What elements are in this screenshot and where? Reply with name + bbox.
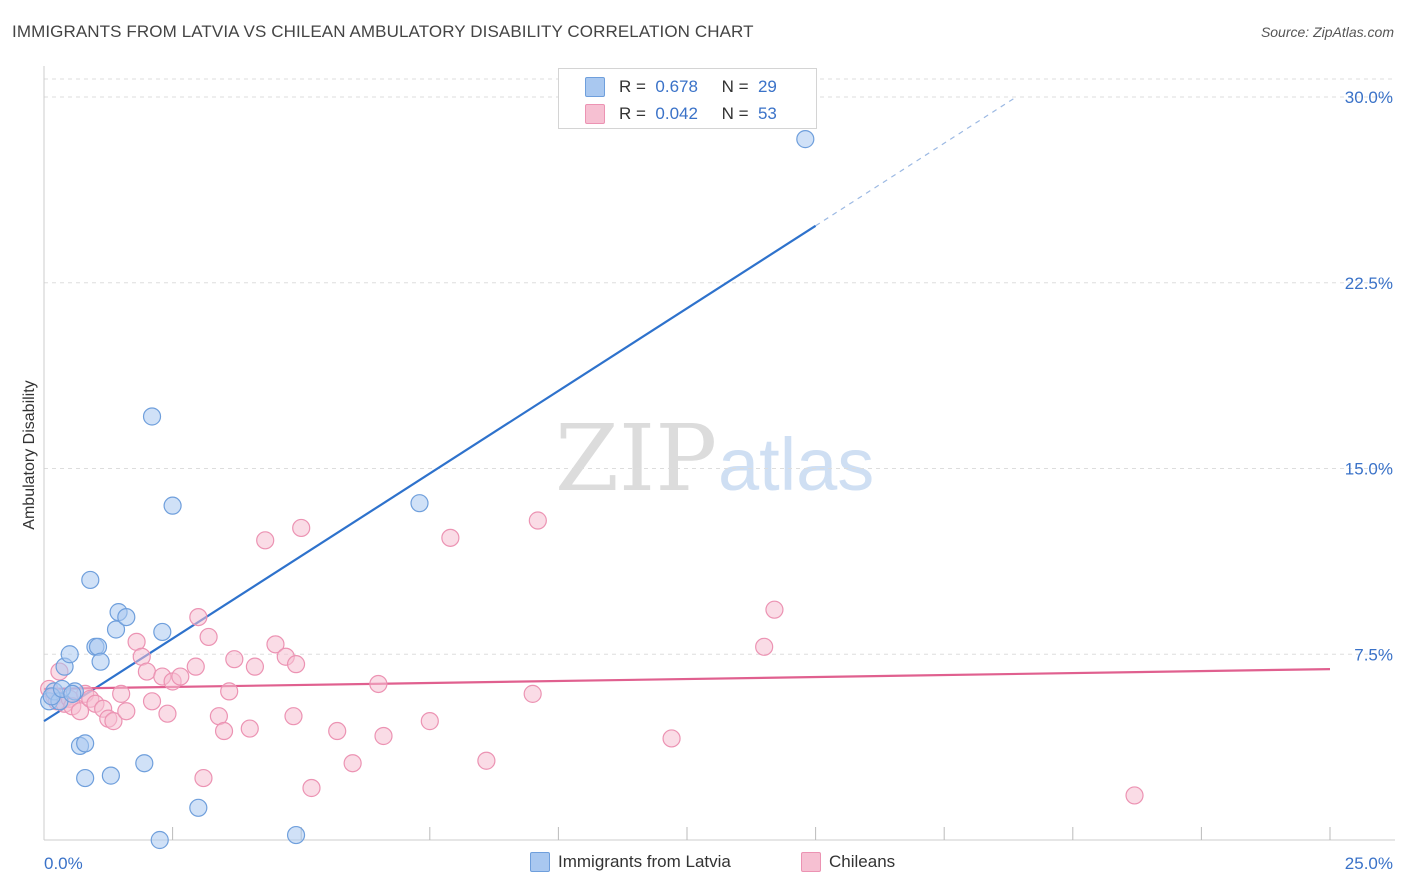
point-chileans: [104, 712, 123, 731]
legend-item-chileans[interactable]: Chileans: [801, 852, 895, 872]
point-chileans: [137, 662, 156, 681]
stats-r-value: 0.042: [655, 104, 698, 123]
point-chileans: [477, 751, 496, 770]
point-latvia: [142, 407, 162, 426]
stats-n-value: 29: [757, 77, 777, 96]
point-latvia: [796, 130, 815, 149]
point-chileans: [214, 721, 234, 741]
point-chileans: [256, 531, 275, 550]
point-chileans: [194, 768, 213, 788]
stats-box: R = 0.678 N = 29 R = 0.042 N = 53: [558, 68, 817, 129]
point-chileans: [292, 518, 311, 538]
point-chileans: [369, 674, 388, 694]
point-latvia: [410, 494, 429, 513]
legend-label-chileans: Chileans: [829, 852, 896, 871]
point-chileans: [142, 692, 162, 711]
point-chileans: [286, 655, 306, 674]
point-latvia: [117, 607, 136, 627]
data-points: [40, 130, 1144, 850]
x-tick-label: 0.0%: [44, 854, 83, 873]
legend-item-latvia[interactable]: Immigrants from Latvia: [530, 852, 731, 872]
point-latvia: [153, 622, 172, 642]
point-latvia: [106, 620, 126, 639]
point-latvia: [76, 734, 95, 753]
point-chileans: [662, 729, 681, 748]
stats-swatch-latvia: [585, 77, 605, 97]
point-chileans: [225, 650, 244, 669]
point-latvia: [135, 754, 154, 773]
point-chileans: [755, 637, 774, 656]
point-chileans: [284, 707, 303, 726]
point-chileans: [523, 684, 542, 703]
legend-swatch-latvia: [530, 852, 550, 872]
point-latvia: [60, 645, 79, 664]
point-chileans: [112, 684, 131, 703]
stats-r-label: R =: [619, 77, 646, 96]
point-chileans: [343, 754, 362, 773]
trend-line-latvia: [43, 224, 817, 723]
x-tick-label: 25.0%: [1345, 854, 1393, 873]
y-axis-label: Ambulatory Disability: [21, 380, 38, 530]
point-latvia: [150, 830, 169, 850]
stats-n-label: N =: [721, 77, 749, 96]
point-chileans: [266, 635, 285, 654]
watermark-atlas: atlas: [718, 423, 874, 506]
stats-r-label: R =: [619, 104, 646, 123]
point-chileans: [70, 702, 90, 721]
trend-extension-latvia: [815, 96, 1017, 227]
point-chileans: [328, 721, 347, 741]
tick-labels: 7.5% 15.0% 22.5% 30.0% 0.0% 25.0%: [44, 88, 1393, 873]
point-chileans: [420, 712, 439, 731]
stats-n-label: N =: [721, 104, 749, 123]
y-tick-label: 30.0%: [1345, 88, 1393, 107]
axes: [43, 66, 1395, 841]
point-chileans: [240, 719, 259, 738]
point-chileans: [158, 704, 177, 723]
point-latvia: [76, 768, 95, 788]
y-tick-label: 15.0%: [1345, 460, 1393, 479]
chart-title: IMMIGRANTS FROM LATVIA VS CHILEAN AMBULA…: [12, 22, 754, 41]
grid: [44, 78, 1395, 655]
point-chileans: [171, 667, 190, 686]
stats-swatch-chileans: [585, 104, 605, 124]
point-chileans: [199, 627, 218, 647]
watermark: ZIP atlas: [555, 405, 874, 512]
point-latvia: [63, 684, 82, 703]
point-chileans: [528, 511, 547, 530]
point-chileans: [189, 607, 208, 627]
point-latvia: [81, 570, 100, 590]
point-chileans: [117, 702, 136, 721]
point-latvia: [189, 798, 208, 817]
source-label: Source: ZipAtlas.com: [1260, 24, 1394, 40]
stats-n-value: 53: [757, 104, 777, 123]
y-tick-label: 7.5%: [1354, 645, 1393, 664]
legend-label-latvia: Immigrants from Latvia: [558, 852, 731, 871]
point-latvia: [88, 637, 108, 656]
point-latvia: [163, 496, 182, 515]
legend-swatch-chileans: [801, 852, 821, 872]
point-latvia: [286, 825, 306, 845]
stats-r-value: 0.678: [655, 77, 698, 96]
point-chileans: [441, 528, 460, 547]
legend: Immigrants from Latvia Chileans: [0, 852, 1406, 876]
point-chileans: [220, 682, 239, 701]
point-chileans: [374, 726, 393, 746]
point-chileans: [302, 778, 321, 798]
point-chileans: [245, 657, 265, 676]
trend-line-chileans: [43, 668, 1331, 691]
point-chileans: [765, 600, 784, 619]
y-tick-label: 22.5%: [1345, 274, 1393, 293]
point-latvia: [101, 766, 120, 785]
watermark-zip: ZIP: [555, 405, 717, 512]
point-latvia: [91, 652, 110, 671]
trend-lines: [43, 96, 1331, 723]
point-chileans: [1125, 786, 1144, 805]
point-chileans: [186, 657, 205, 676]
